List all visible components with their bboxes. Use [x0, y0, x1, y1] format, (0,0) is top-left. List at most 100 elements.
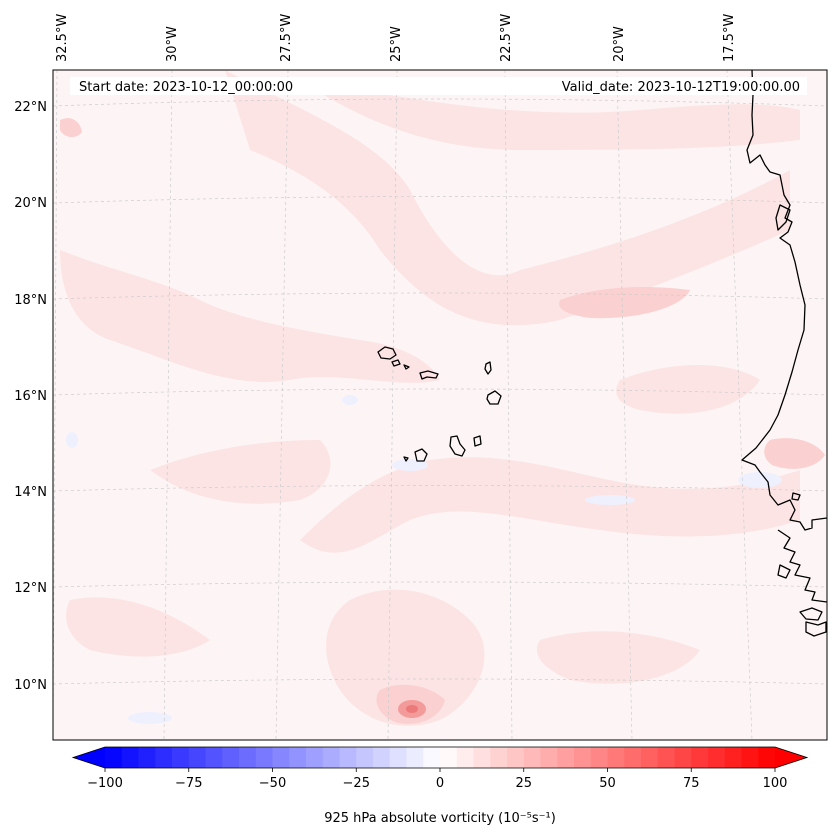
negative-vorticity-areas — [66, 395, 782, 724]
meridian-line — [616, 70, 633, 740]
lon-label: 32.5°W — [55, 14, 70, 62]
african-coastline — [799, 607, 823, 621]
colorbar-cell — [389, 747, 408, 768]
colorbar-cell — [758, 747, 776, 768]
colorbar-cell — [121, 747, 140, 768]
gridlines — [53, 70, 827, 740]
meridian-line — [726, 70, 753, 740]
colorbar-cell — [507, 747, 525, 768]
island-fogo — [414, 448, 428, 462]
colorbar-extend-max — [775, 747, 807, 768]
colorbar-cell — [155, 747, 173, 768]
african-coastline — [777, 529, 827, 603]
island-brava — [403, 456, 409, 462]
start-date-label: Start date: 2023-10-12_00:00:00 — [79, 80, 293, 95]
lat-label: 22°N — [14, 100, 47, 115]
colorbar-tick-label: −100 — [87, 776, 123, 791]
colorbar-cell — [607, 747, 625, 768]
colorbar-cell — [423, 747, 441, 768]
colorbar-cell — [138, 747, 156, 768]
vorticity-band — [559, 287, 690, 319]
african-coastline — [791, 492, 801, 501]
lat-label: 16°N — [14, 389, 47, 404]
colorbar-cell — [289, 747, 307, 768]
parallel-line — [53, 388, 827, 396]
vorticity-min-area — [128, 712, 172, 724]
colorbar-cell — [741, 747, 759, 768]
colorbar-cell — [691, 747, 709, 768]
colorbar-tick-label: 50 — [599, 776, 616, 791]
colorbar-cell — [473, 747, 491, 768]
vorticity-min-area — [738, 472, 782, 488]
colorbar-tick-label: 25 — [515, 776, 532, 791]
vorticity-field-shading — [60, 70, 800, 726]
vorticity-band — [225, 70, 790, 326]
colorbar-cell — [239, 747, 257, 768]
colorbar-cell — [456, 747, 475, 768]
island-sao-nicolau — [419, 370, 439, 380]
parallel-line — [53, 485, 827, 492]
colorbar-label: 925 hPa absolute vorticity (10⁻⁵s⁻¹) — [324, 811, 556, 826]
colorbar-cell — [557, 747, 575, 768]
parallel-line — [53, 98, 827, 107]
colorbar-cell — [339, 747, 357, 768]
lat-label: 14°N — [14, 485, 47, 500]
colorbar-cell — [272, 747, 290, 768]
lat-label: 12°N — [14, 581, 47, 596]
african-coastline — [777, 564, 791, 579]
island-santo-antao — [377, 346, 397, 360]
colorbar-cell — [523, 747, 542, 768]
colorbar-tick-label: −25 — [343, 776, 370, 791]
colorbar-cell — [105, 747, 123, 768]
island-boa-vista — [486, 390, 502, 405]
colorbar-cell — [255, 747, 274, 768]
colorbar-cell — [205, 747, 223, 768]
vorticity-band — [300, 457, 800, 553]
colorbar-cell — [590, 747, 609, 768]
lat-label: 18°N — [14, 293, 47, 308]
vorticity-band — [60, 118, 82, 138]
lat-label: 20°N — [14, 196, 47, 211]
vorticity-maximum-core — [406, 705, 418, 713]
island-maio — [473, 435, 482, 447]
lon-label: 27.5°W — [279, 14, 294, 62]
meridian-line — [163, 70, 173, 740]
meridian-line — [275, 70, 289, 740]
colorbar-cell — [188, 747, 207, 768]
lon-label: 22.5°W — [499, 14, 514, 62]
parallel-line — [53, 581, 827, 588]
colorbar-cell — [674, 747, 692, 768]
colorbar-ticks: −100 −75 −50 −25 0 25 50 75 100 — [87, 768, 787, 791]
colorbar: −100 −75 −50 −25 0 25 50 75 100 925 hPa absolute… — [71, 746, 809, 826]
vorticity-band — [536, 631, 700, 684]
colorbar-cell — [222, 747, 240, 768]
colorbar-cell — [306, 747, 324, 768]
colorbar-cell — [657, 747, 676, 768]
vorticity-min-area — [66, 432, 78, 448]
african-coastline — [805, 621, 827, 637]
map-panel — [53, 70, 827, 740]
colorbar-cell — [574, 747, 592, 768]
vorticity-band — [150, 440, 331, 504]
vorticity-band — [66, 597, 210, 657]
lat-label: 10°N — [14, 678, 47, 693]
header-bar — [70, 77, 807, 95]
colorbar-tick-label: 0 — [436, 776, 444, 791]
colorbar-cell — [540, 747, 558, 768]
cape-verde-islands — [377, 346, 502, 462]
colorbar-cell — [708, 747, 726, 768]
lon-label: 20°W — [612, 26, 627, 62]
colorbar-cell — [172, 747, 190, 768]
vorticity-band — [764, 438, 825, 469]
colorbar-cell — [356, 747, 374, 768]
vorticity-band — [60, 250, 440, 383]
island-santa-luzia — [403, 364, 410, 370]
island-sal — [484, 361, 492, 375]
island-santiago — [449, 435, 466, 457]
colorbar-cell — [373, 747, 391, 768]
colorbar-tick-label: 100 — [763, 776, 788, 791]
vorticity-min-area — [342, 395, 358, 405]
vorticity-min-area — [585, 495, 635, 505]
colorbar-cell — [624, 747, 642, 768]
